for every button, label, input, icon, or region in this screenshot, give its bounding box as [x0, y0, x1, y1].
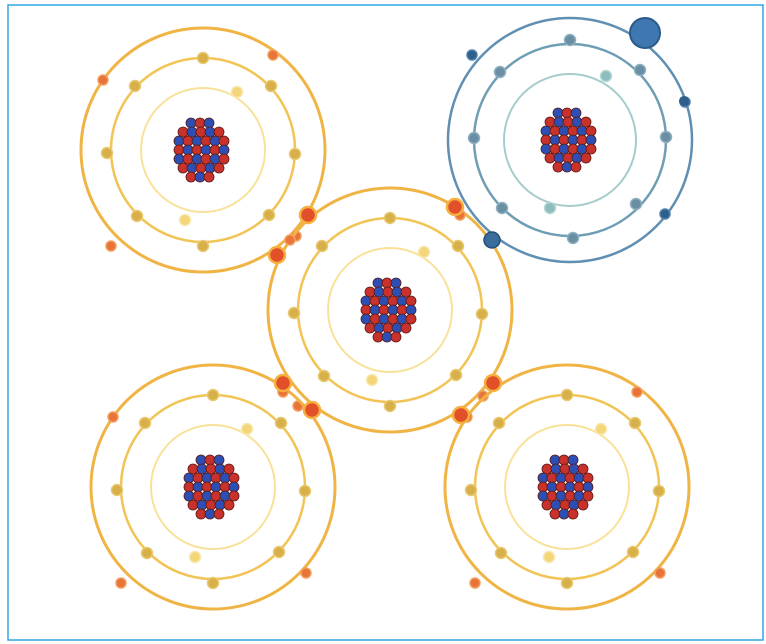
atom	[91, 365, 335, 609]
frame	[7, 4, 764, 641]
shared-electron	[483, 231, 501, 249]
electron	[629, 17, 661, 49]
shared-electrons	[267, 197, 503, 425]
atom	[268, 188, 512, 432]
electron	[679, 96, 689, 106]
atom	[445, 365, 689, 609]
blue-atom	[446, 16, 694, 264]
